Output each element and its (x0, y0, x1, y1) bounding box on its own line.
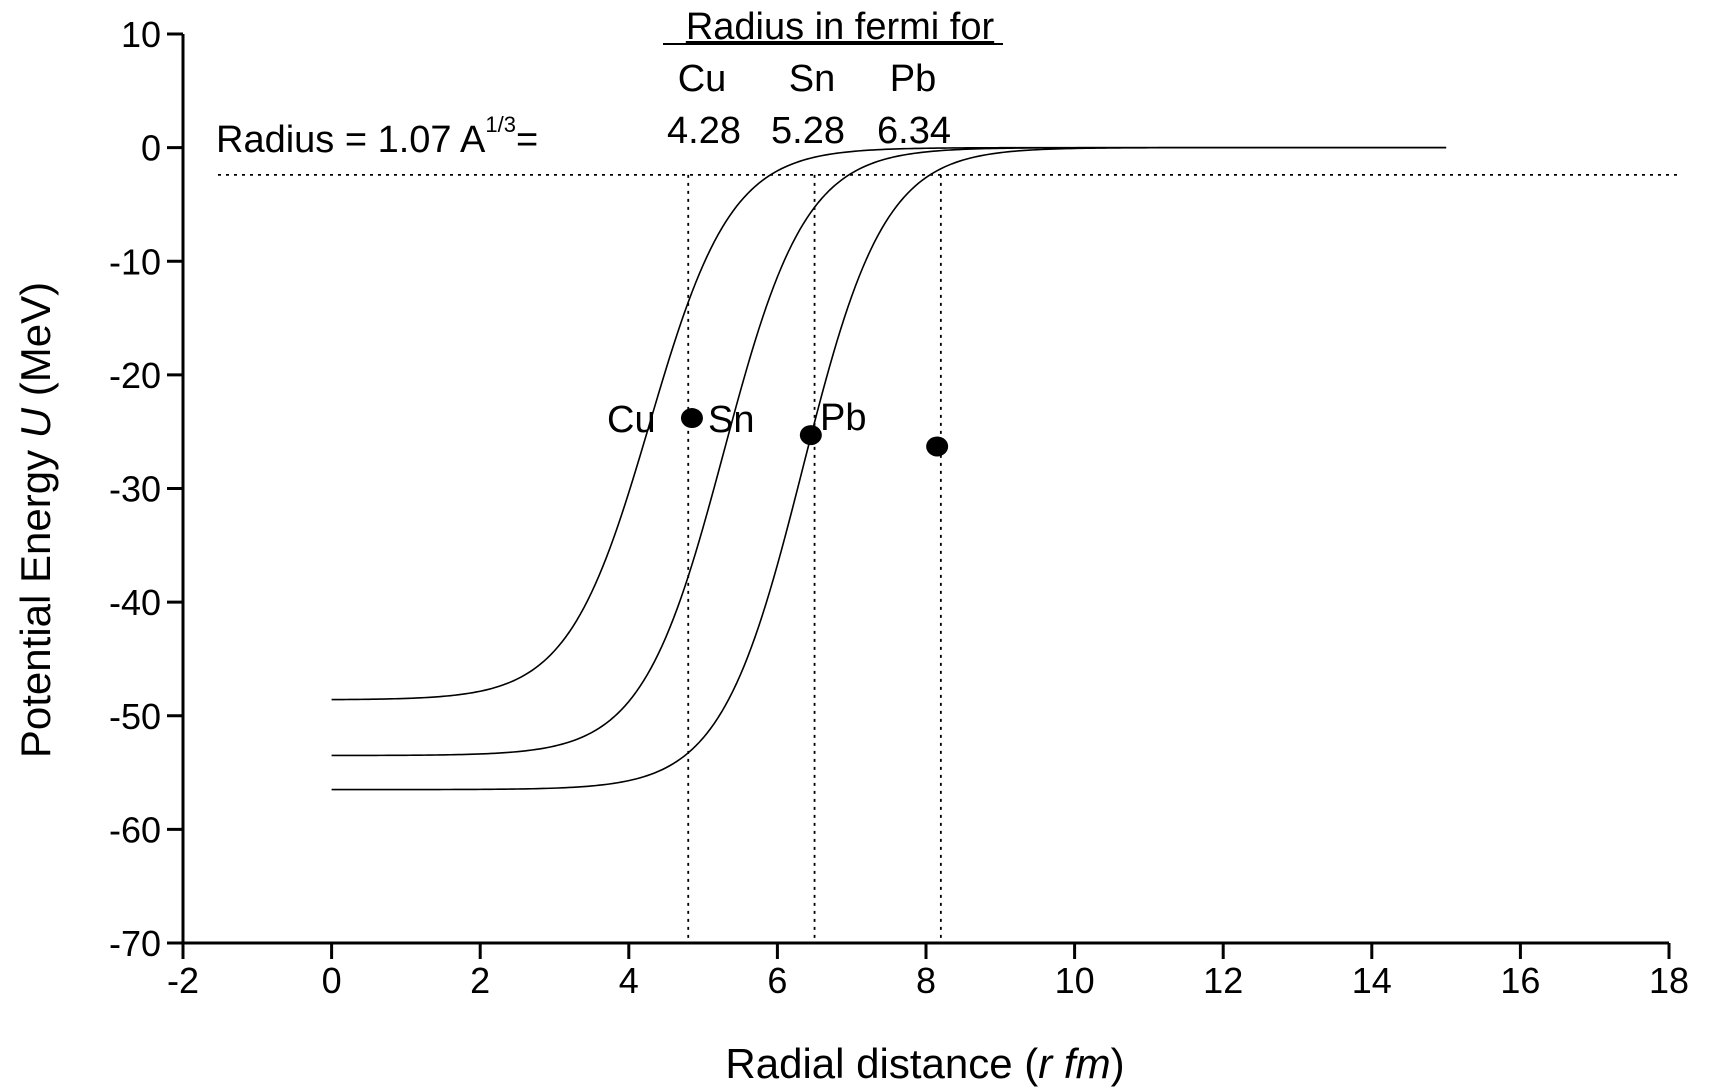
y-tick-label: -50 (109, 696, 161, 737)
x-tick-label: 8 (916, 960, 936, 1001)
x-axis-title: Radial distance (r fm) (725, 1040, 1124, 1087)
axes: 100-10-20-30-40-50-60-70-2 0 2 4 6 8 10 12 14 16 1… (109, 14, 1689, 1001)
x-tick-label: -2 (167, 960, 199, 1001)
element-label-cu: Cu (678, 58, 727, 100)
x-tick-label: 18 (1649, 960, 1689, 1001)
x-tick-label: 6 (767, 960, 787, 1001)
x-tick-label: 12 (1203, 960, 1243, 1001)
y-tick-label: -70 (109, 923, 161, 964)
curve-label-pb: Pb (820, 397, 866, 439)
element-label-pb: Pb (890, 58, 936, 100)
data-points (680, 408, 949, 457)
radius-table-title: Radius in fermi for (686, 6, 995, 48)
x-tick-label: 10 (1055, 960, 1095, 1001)
data-point (799, 425, 822, 446)
reference-lines (218, 173, 1679, 943)
curve-pb (331, 146, 1447, 791)
y-axis-title: Potential Energy U (MeV) (12, 282, 59, 758)
radius-value-sn: 5.28 (771, 110, 845, 152)
element-label-sn: Sn (789, 58, 835, 100)
y-tick-label: -30 (109, 469, 161, 510)
x-tick-label: 4 (619, 960, 639, 1001)
x-tick-label: 16 (1500, 960, 1540, 1001)
potential-curves (331, 146, 1447, 791)
y-tick-label: 0 (141, 128, 161, 169)
radius-value-pb: 6.34 (877, 110, 951, 152)
x-tick-label: 2 (470, 960, 490, 1001)
data-point (926, 436, 949, 457)
y-tick-label: -40 (109, 582, 161, 623)
x-tick-label: 14 (1352, 960, 1392, 1001)
x-tick-label: 0 (322, 960, 342, 1001)
curve-label-sn: Sn (708, 399, 754, 441)
data-point (680, 408, 703, 429)
y-tick-label: -60 (109, 809, 161, 850)
radius-value-cu: 4.28 (667, 110, 741, 152)
y-tick-label: -20 (109, 355, 161, 396)
y-tick-label: -10 (109, 241, 161, 282)
curve-cu (331, 146, 1447, 701)
curve-label-cu: Cu (607, 399, 656, 441)
radius-formula: Radius = 1.07 A1/3= (216, 112, 538, 161)
y-tick-label: 10 (121, 14, 161, 55)
curve-sn (331, 146, 1447, 757)
